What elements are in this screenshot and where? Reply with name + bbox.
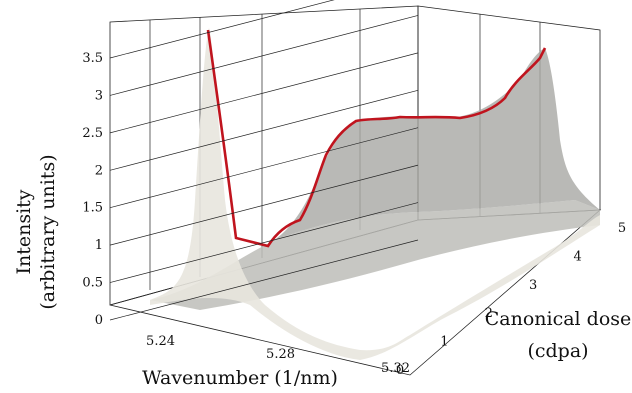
y-axis-ticks: 0 1 2 3 4 5: [396, 221, 626, 378]
y-tick-label: 0: [396, 363, 404, 378]
z-gridline: [109, 15, 419, 96]
surface-back-region: [150, 200, 600, 310]
x-tick-label: 5.24: [146, 334, 175, 349]
x-tick-label: 5.28: [266, 347, 295, 362]
z-tick-label: 0.5: [82, 276, 103, 291]
z-gridline: [109, 52, 419, 134]
z-axis-ticks: 0 0.5 1 1.5 2 2.5 3 3.5: [82, 0, 419, 328]
z-gridline: [109, 127, 419, 209]
z-gridline: [109, 0, 335, 59]
y-tick-label: 2: [485, 306, 493, 321]
z-tick-label: 2.5: [82, 126, 103, 141]
z-tick-label: 1.5: [82, 201, 103, 216]
x-axis-ticks: 5.24 5.28 5.32: [146, 334, 410, 376]
z-tick-label: 3: [95, 88, 103, 103]
z-tick-label: 2: [95, 163, 103, 178]
y-tick-label: 5: [618, 221, 626, 236]
z-axis-title-line1: Intensity: [13, 189, 35, 274]
y-tick-label: 1: [440, 335, 448, 350]
z-axis-title-line2: (arbitrary units): [37, 154, 59, 309]
x-tick-label: 5.32: [381, 361, 410, 376]
z-gridline: [109, 202, 419, 283]
x-axis-title: Wavenumber (1/nm): [142, 367, 338, 389]
y-axis-title-line2: (cdpa): [527, 340, 588, 362]
y-axis-title-line1: Canonical dose: [485, 308, 632, 330]
y-tick-label: 4: [573, 249, 581, 264]
z-tick-label: 1: [95, 238, 103, 253]
z-gridline: [109, 164, 419, 246]
z-gridline: [109, 239, 419, 321]
z-gridline: [109, 89, 419, 171]
highlight-curve: [206, 29, 547, 248]
surface: [150, 28, 600, 360]
y-tick-label: 3: [529, 278, 537, 293]
surface-back-plateau: [265, 48, 600, 245]
z-tick-label: 3.5: [82, 51, 103, 66]
z-tick-label: 0: [95, 313, 103, 328]
